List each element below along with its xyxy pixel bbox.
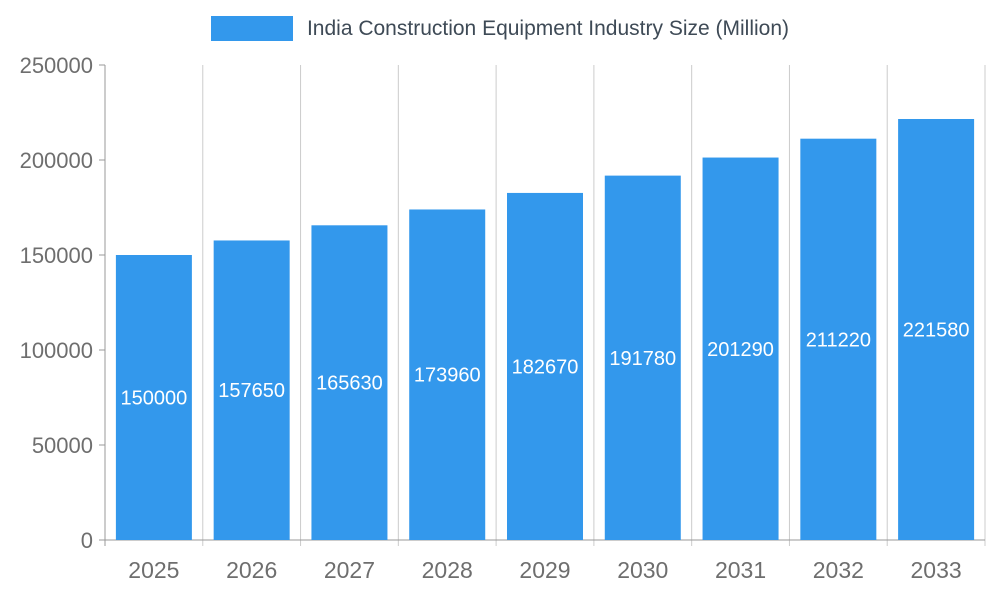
bar-value-label: 221580: [903, 319, 970, 341]
bar: [702, 157, 779, 540]
bar-value-label: 211220: [806, 329, 871, 351]
y-tick-label: 100000: [20, 338, 93, 363]
bar: [409, 209, 486, 540]
y-tick-label: 200000: [20, 148, 93, 173]
bar: [898, 118, 975, 541]
bar-value-label: 182670: [512, 356, 579, 378]
y-tick-label: 150000: [20, 243, 93, 268]
y-tick-label: 50000: [32, 433, 93, 458]
x-tick-label: 2032: [813, 557, 864, 583]
bar-value-label: 157650: [218, 380, 285, 402]
x-tick-label: 2031: [715, 557, 766, 583]
bar: [213, 240, 290, 540]
legend-title: India Construction Equipment Industry Si…: [306, 16, 790, 40]
x-tick-label: 2033: [911, 557, 962, 583]
bar: [604, 175, 681, 541]
bar-value-label: 165630: [316, 373, 383, 395]
bar-value-label: 191780: [609, 348, 676, 370]
y-tick-label: 0: [81, 528, 93, 553]
bar: [507, 192, 583, 540]
bar: [800, 138, 877, 540]
x-tick-label: 2030: [617, 557, 668, 583]
x-tick-label: 2029: [519, 557, 570, 583]
y-tick-label: 250000: [20, 53, 93, 78]
x-tick-label: 2026: [226, 557, 277, 583]
x-tick-label: 2028: [422, 557, 473, 583]
bar: [115, 255, 192, 540]
bar-value-label: 150000: [121, 388, 188, 410]
bar: [311, 225, 388, 541]
bar-value-label: 201290: [707, 339, 774, 361]
legend-swatch: [210, 16, 293, 41]
legend[interactable]: India Construction Equipment Industry Si…: [0, 16, 1000, 41]
bar-value-label: 173960: [414, 365, 481, 387]
x-tick-label: 2025: [128, 557, 179, 583]
x-tick-label: 2027: [324, 557, 375, 583]
